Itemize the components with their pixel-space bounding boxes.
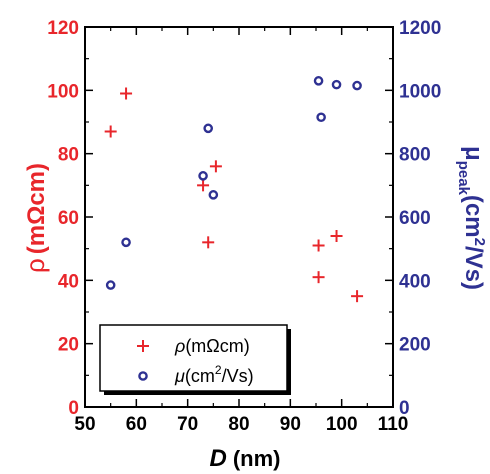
right-y-axis-ticks: 0 200 400 600 800 1000 1200 — [385, 18, 441, 419]
rho-data-point — [209, 160, 222, 173]
rho-data-point — [104, 125, 117, 138]
legend-mu-sup: 2 — [215, 363, 222, 377]
x-axis-ticks: 50 60 70 80 90 100 110 — [74, 27, 408, 435]
rho-data-point — [351, 290, 364, 303]
legend-rho-unit: (mΩcm) — [185, 336, 249, 356]
legend-plus-marker — [137, 340, 149, 352]
data-series — [104, 76, 364, 303]
series-rho — [104, 87, 364, 303]
right-y-axis-symbol: μ — [460, 146, 487, 161]
legend-mu-unit: (cm — [185, 366, 215, 386]
legend-mu-unit-end: /Vs) — [222, 366, 254, 386]
rho-data-point — [330, 230, 343, 242]
series-mu — [105, 76, 362, 290]
legend-rho-symbol: ρ — [174, 336, 185, 356]
mu-data-point — [121, 237, 131, 248]
right-y-tick-label: 0 — [399, 398, 410, 419]
right-y-axis-unit: (cm — [460, 195, 487, 238]
mu-data-point — [352, 80, 362, 91]
mu-data-point — [313, 76, 324, 86]
left-y-axis-unit: (mΩcm) — [23, 163, 50, 254]
right-y-tick-label: 600 — [399, 208, 431, 229]
left-y-axis-symbol: ρ — [20, 258, 50, 273]
x-tick-label: 100 — [326, 414, 358, 435]
mu-data-point — [198, 171, 208, 181]
rho-data-point — [312, 271, 325, 284]
mu-data-point — [208, 190, 219, 200]
x-tick-label: 110 — [378, 414, 409, 435]
right-y-axis-unit-end: /Vs) — [460, 246, 487, 290]
legend-mu-label: μ(cm2/Vs) — [174, 363, 254, 386]
x-axis-symbol: D — [210, 445, 227, 472]
left-y-tick-label: 80 — [58, 145, 79, 166]
mu-data-point — [203, 123, 213, 134]
right-y-tick-label: 1200 — [399, 18, 441, 39]
x-axis-unit: (nm) — [233, 446, 281, 471]
left-y-axis-title: ρ (mΩcm) — [20, 163, 50, 273]
right-y-tick-label: 1000 — [399, 81, 441, 102]
legend-plus-symbol — [137, 340, 149, 352]
mu-data-point — [316, 112, 326, 123]
legend-box — [99, 324, 288, 392]
right-y-tick-label: 200 — [399, 335, 431, 356]
rho-data-point — [312, 239, 325, 252]
right-y-axis-superscript: 2 — [471, 238, 488, 246]
x-axis-title: D (nm) — [210, 445, 281, 472]
left-y-tick-label: 60 — [58, 208, 79, 229]
legend-mu-symbol: μ — [174, 366, 185, 386]
left-y-tick-label: 0 — [68, 398, 79, 419]
legend: ρ(mΩcm) μ(cm2/Vs) — [99, 324, 291, 395]
left-y-tick-label: 100 — [47, 81, 79, 102]
left-y-tick-label: 40 — [58, 271, 79, 292]
legend-circle-marker — [138, 371, 148, 381]
left-y-tick-label: 120 — [47, 18, 79, 39]
right-y-axis-subscript: peak — [455, 161, 472, 196]
rho-data-point — [202, 236, 215, 249]
left-y-axis-ticks: 0 20 40 60 80 100 120 — [47, 18, 93, 419]
x-tick-label: 50 — [74, 414, 95, 435]
legend-circle-symbol — [138, 371, 148, 381]
right-y-tick-label: 400 — [399, 271, 431, 292]
rho-data-point — [197, 179, 210, 192]
left-y-tick-label: 20 — [58, 335, 79, 356]
rho-data-point — [120, 87, 133, 100]
x-tick-label: 80 — [228, 414, 249, 435]
legend-rho-label: ρ(mΩcm) — [174, 336, 250, 356]
x-tick-label: 70 — [177, 414, 198, 435]
mu-data-point — [331, 79, 342, 90]
x-tick-label: 60 — [126, 414, 147, 435]
x-tick-label: 90 — [280, 414, 301, 435]
right-y-axis-title: μpeak(cm2/Vs) — [455, 146, 488, 290]
mu-data-point — [105, 280, 116, 290]
right-y-tick-label: 800 — [399, 145, 431, 166]
